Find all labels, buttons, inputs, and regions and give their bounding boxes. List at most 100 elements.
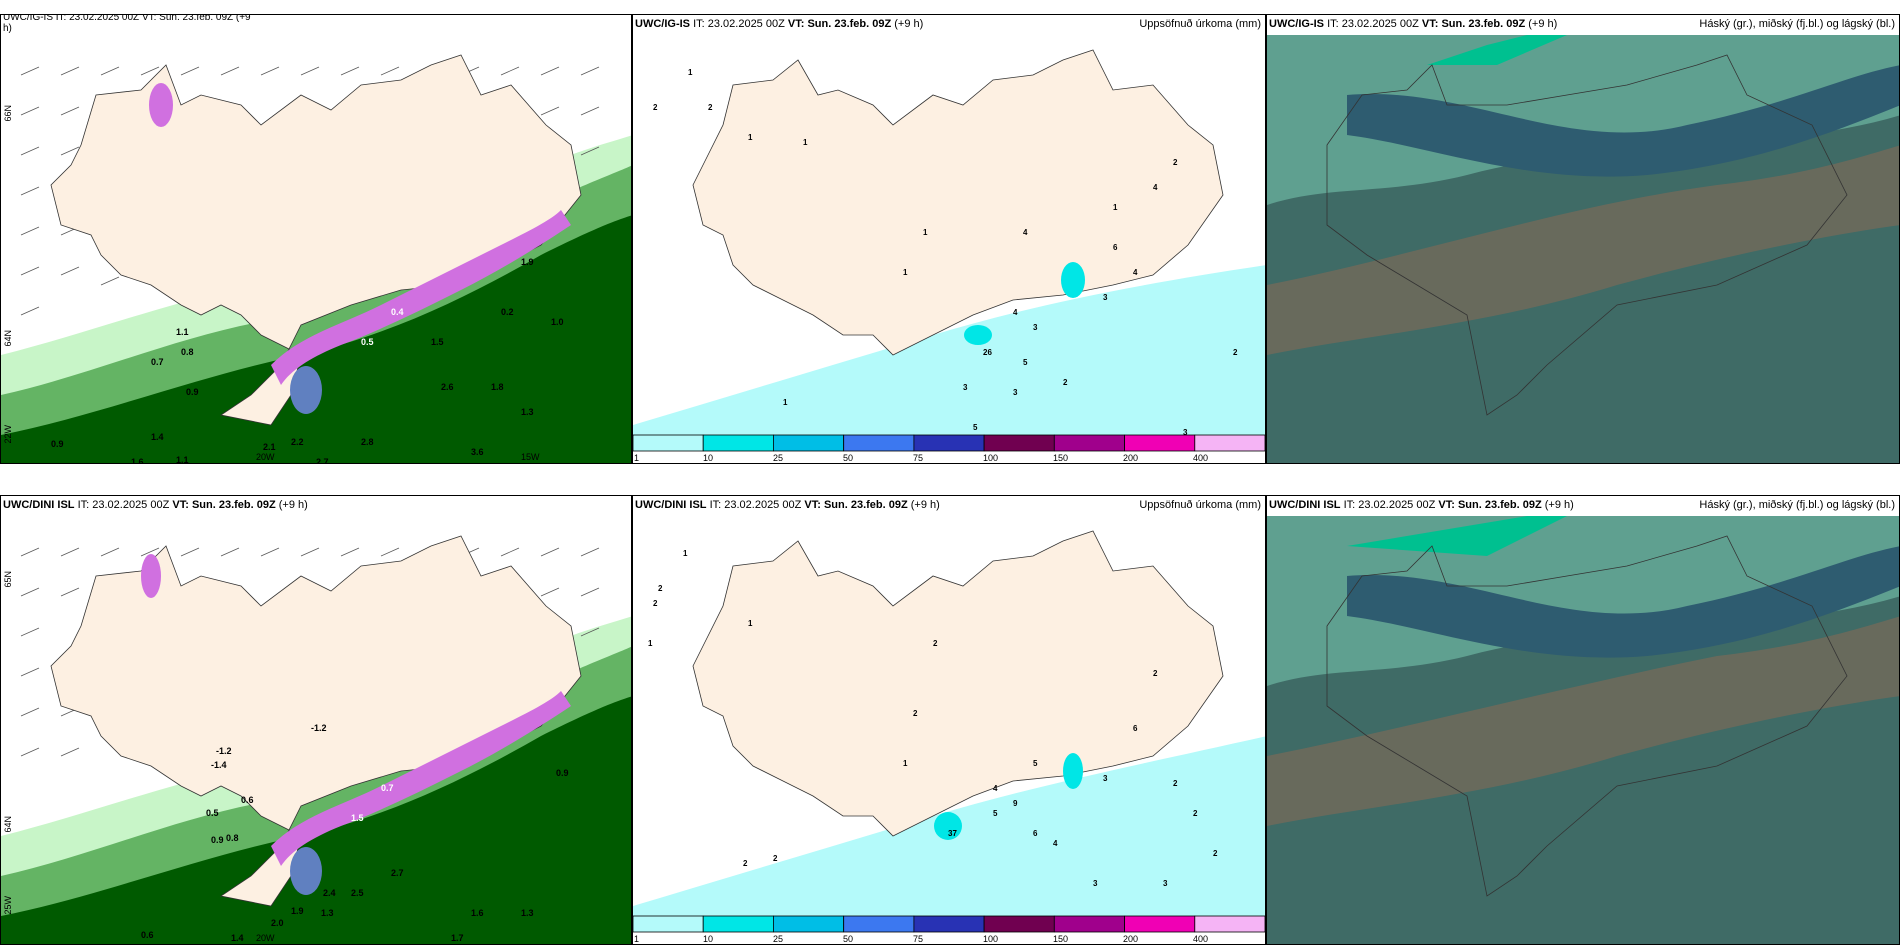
svg-text:5: 5 [993, 809, 998, 818]
svg-text:400: 400 [1193, 453, 1208, 463]
colorbar-swatch [1124, 915, 1196, 933]
svg-text:1.3: 1.3 [321, 908, 334, 918]
svg-text:2: 2 [933, 639, 938, 648]
svg-text:1: 1 [634, 453, 639, 463]
svg-text:100: 100 [983, 453, 998, 463]
lon25-label: 25W [3, 896, 13, 915]
svg-text:3: 3 [1093, 879, 1098, 888]
svg-text:1.5: 1.5 [431, 337, 444, 347]
svg-text:150: 150 [1053, 934, 1068, 944]
precip-panel-top-title: UWC/IG-IS IT: 23.02.2025 00Z VT: Sun. 23… [635, 18, 924, 30]
svg-text:3: 3 [1103, 293, 1108, 302]
svg-text:0.8: 0.8 [226, 833, 239, 843]
svg-text:0.2: 0.2 [501, 307, 514, 317]
wind-map-top: 0.4 0.5 1.5 1.9 0.2 1.1 0.8 0.7 0.9 1.4 … [1, 35, 631, 464]
svg-text:200: 200 [1123, 934, 1138, 944]
colorbar-swatch [702, 915, 774, 933]
precip-panel-top-subtitle: Uppsöfnuð úrkoma (mm) [1139, 18, 1261, 30]
precip-panel-top: UWC/IG-IS IT: 23.02.2025 00Z VT: Sun. 23… [632, 14, 1266, 464]
svg-text:6: 6 [1033, 829, 1038, 838]
svg-text:3: 3 [1103, 774, 1108, 783]
svg-text:0.8: 0.8 [181, 347, 194, 357]
svg-text:0.5: 0.5 [206, 808, 219, 818]
svg-text:4: 4 [1153, 183, 1158, 192]
svg-text:75: 75 [913, 934, 923, 944]
svg-text:-1.2: -1.2 [216, 746, 232, 756]
cloud-panel-bottom-title: UWC/DINI ISL IT: 23.02.2025 00Z VT: Sun.… [1269, 499, 1574, 511]
svg-text:1.6: 1.6 [131, 457, 144, 464]
svg-text:2: 2 [1173, 158, 1178, 167]
svg-text:-1.2: -1.2 [311, 723, 327, 733]
svg-text:37: 37 [948, 829, 957, 838]
svg-text:1: 1 [748, 619, 753, 628]
svg-text:1: 1 [903, 268, 908, 277]
colorbar-swatch [843, 915, 915, 933]
svg-text:1: 1 [683, 549, 688, 558]
svg-text:10: 10 [703, 453, 713, 463]
svg-text:2.7: 2.7 [316, 457, 329, 464]
colorbar-swatch [772, 434, 844, 452]
cloud-map-bottom [1267, 516, 1899, 944]
precip-panel-bottom: UWC/DINI ISL IT: 23.02.2025 00Z VT: Sun.… [632, 495, 1266, 945]
svg-text:3: 3 [1013, 388, 1018, 397]
svg-text:-1.4: -1.4 [211, 760, 227, 770]
svg-text:2: 2 [708, 103, 713, 112]
svg-text:1: 1 [783, 398, 788, 407]
svg-text:1.7: 1.7 [451, 933, 464, 943]
svg-text:400: 400 [1193, 934, 1208, 944]
svg-text:0.6: 0.6 [241, 795, 254, 805]
svg-text:2: 2 [1193, 809, 1198, 818]
precip-colorbar-bottom: 1 10 25 50 75 100 150 200 400 [633, 914, 1265, 944]
colorbar-swatch [1194, 915, 1265, 933]
svg-text:4: 4 [1053, 839, 1058, 848]
svg-text:6: 6 [1133, 724, 1138, 733]
svg-text:2.0: 2.0 [271, 918, 284, 928]
colorbar-swatch [633, 915, 704, 933]
svg-text:0.9: 0.9 [186, 387, 199, 397]
svg-text:1.6: 1.6 [471, 908, 484, 918]
svg-text:1: 1 [748, 133, 753, 142]
svg-text:1: 1 [648, 639, 653, 648]
colorbar-swatch [1053, 434, 1125, 452]
wind-panel-bottom: UWC/DINI ISL IT: 23.02.2025 00Z VT: Sun.… [0, 495, 632, 945]
svg-text:1.3: 1.3 [521, 407, 534, 417]
svg-text:3: 3 [963, 383, 968, 392]
cloud-panel-top: UWC/IG-IS IT: 23.02.2025 00Z VT: Sun. 23… [1266, 14, 1900, 464]
svg-text:0.9: 0.9 [211, 835, 224, 845]
precip-colorbar-top: 1 10 25 50 75 100 150 200 400 [633, 433, 1265, 463]
lat64-label-bottom: 64N [3, 816, 13, 833]
colorbar-swatch [843, 434, 915, 452]
svg-text:1.4: 1.4 [231, 933, 244, 943]
cloud-panel-bottom-subtitle: Háský (gr.), miðský (fj.bl.) og lágský (… [1699, 499, 1895, 511]
cloud-map-top [1267, 35, 1899, 463]
svg-text:1: 1 [803, 138, 808, 147]
svg-text:3: 3 [1163, 879, 1168, 888]
svg-text:25: 25 [773, 934, 783, 944]
wind-panel-top: UWC/IG-IS IT: 23.02.2025 00Z VT: Sun. 23… [0, 14, 632, 464]
svg-text:1: 1 [903, 759, 908, 768]
svg-text:1: 1 [634, 934, 639, 944]
svg-text:0.4: 0.4 [391, 307, 404, 317]
svg-text:2: 2 [1213, 849, 1218, 858]
svg-text:1.9: 1.9 [521, 257, 534, 267]
precip-panel-bottom-subtitle: Uppsöfnuð úrkoma (mm) [1139, 499, 1261, 511]
precip-map-top: 1 2 2 1 1 1 1 4 1 6 4 3 4 3 5 2 3 3 4 2 2 3 5 1 26 [633, 35, 1265, 435]
svg-text:2: 2 [1063, 378, 1068, 387]
svg-text:2.5: 2.5 [351, 888, 364, 898]
svg-text:4: 4 [1133, 268, 1138, 277]
svg-text:2: 2 [773, 854, 778, 863]
svg-text:6: 6 [1113, 243, 1118, 252]
svg-text:2: 2 [1173, 779, 1178, 788]
svg-text:2: 2 [1153, 669, 1158, 678]
svg-text:4: 4 [993, 784, 998, 793]
wind-map-bottom: -1.2 -1.4 -1.2 0.5 0.6 0.9 0.8 0.7 1.5 1… [1, 516, 631, 944]
svg-text:3.6: 3.6 [471, 447, 484, 457]
svg-text:2.8: 2.8 [361, 437, 374, 447]
colorbar-swatch [1194, 434, 1265, 452]
svg-text:3: 3 [1033, 323, 1038, 332]
svg-text:2.7: 2.7 [391, 868, 404, 878]
svg-text:50: 50 [843, 453, 853, 463]
lon20-label-bottom: 20W [256, 933, 275, 943]
svg-text:26: 26 [983, 348, 992, 357]
colorbar-swatch [1053, 915, 1125, 933]
